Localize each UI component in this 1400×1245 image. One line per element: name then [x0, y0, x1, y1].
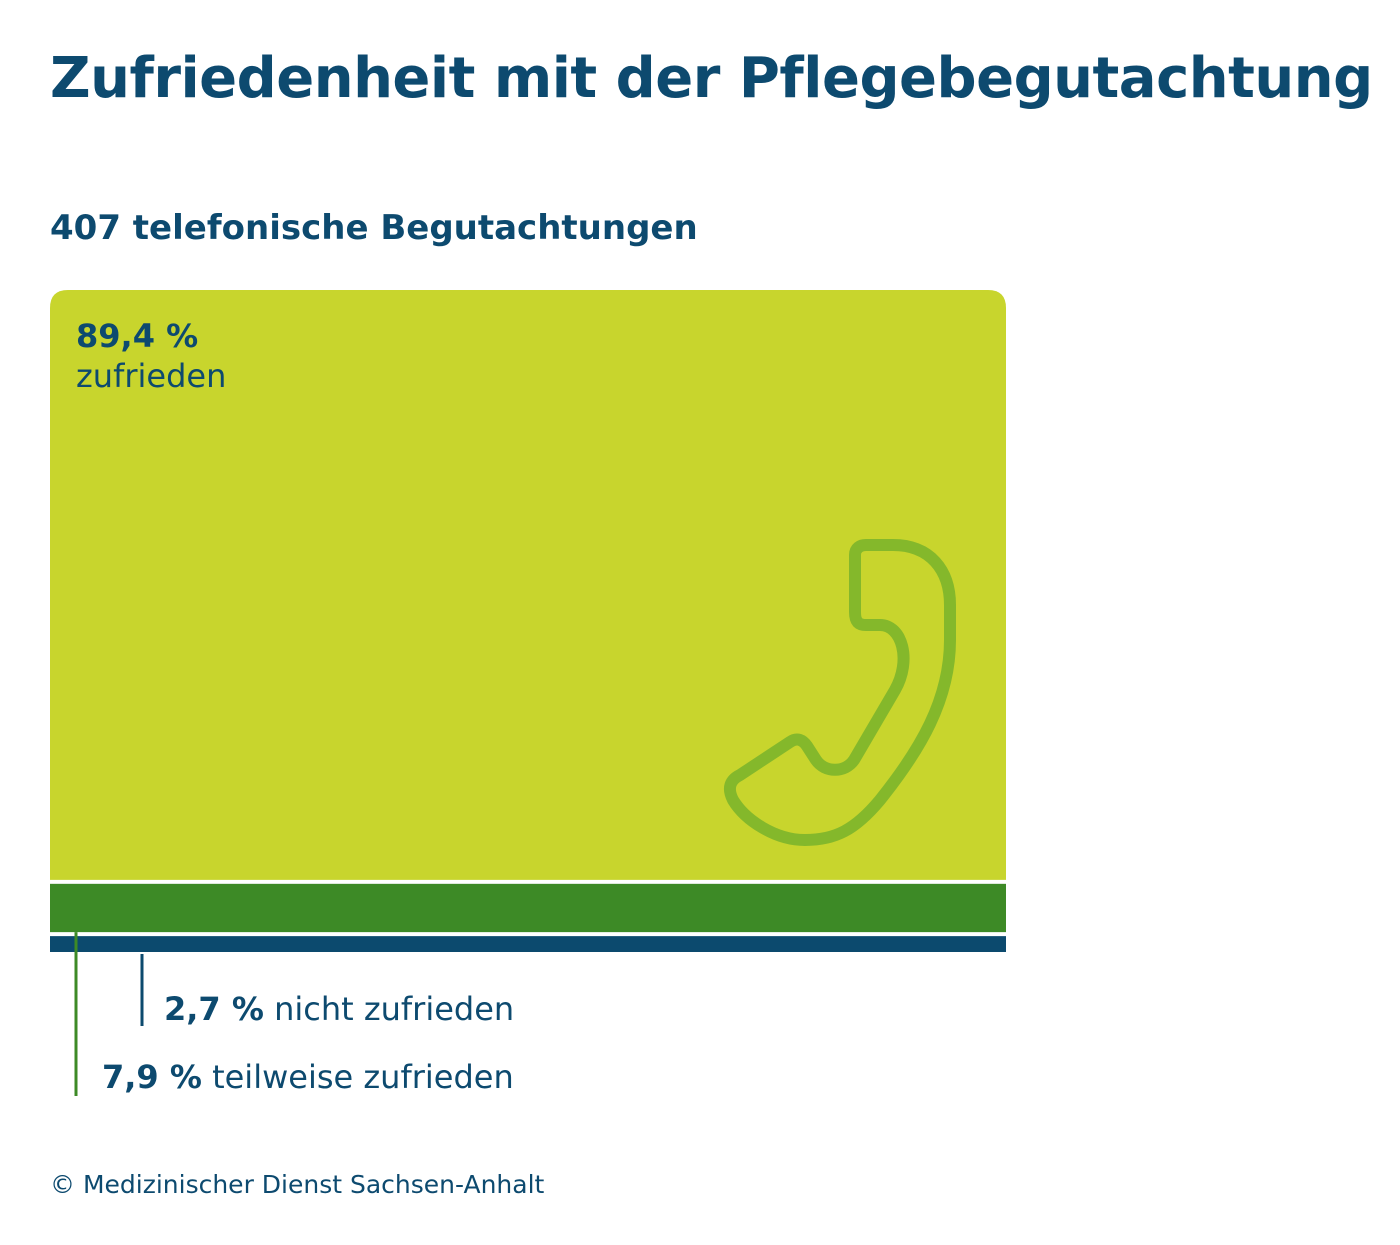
label-nicht-zufrieden: 2,7 % nicht zufrieden — [164, 990, 514, 1028]
label-teilweise-text: teilweise zufrieden — [212, 1058, 514, 1096]
label-zufrieden-pct: 89,4 % — [76, 317, 199, 355]
bar-zufrieden — [50, 290, 1006, 880]
label-zufrieden: 89,4 % zufrieden — [76, 316, 226, 396]
bar-teilweise-zufrieden — [50, 883, 1006, 933]
phone-handset-icon — [723, 539, 956, 846]
label-zufrieden-text: zufrieden — [76, 357, 227, 395]
bar-nicht-zufrieden — [50, 936, 1006, 952]
label-nicht-text: nicht zufrieden — [274, 990, 515, 1028]
label-nicht-pct: 2,7 % — [164, 990, 264, 1028]
label-teilweise-zufrieden: 7,9 % teilweise zufrieden — [102, 1058, 514, 1096]
copyright-footer: © Medizinischer Dienst Sachsen-Anhalt — [50, 1170, 545, 1199]
chart-subtitle: 407 telefonische Begutachtungen — [50, 208, 698, 248]
label-teilweise-pct: 7,9 % — [102, 1058, 202, 1096]
chart-title: Zufriedenheit mit der Pflegebegutachtung — [50, 46, 1373, 111]
